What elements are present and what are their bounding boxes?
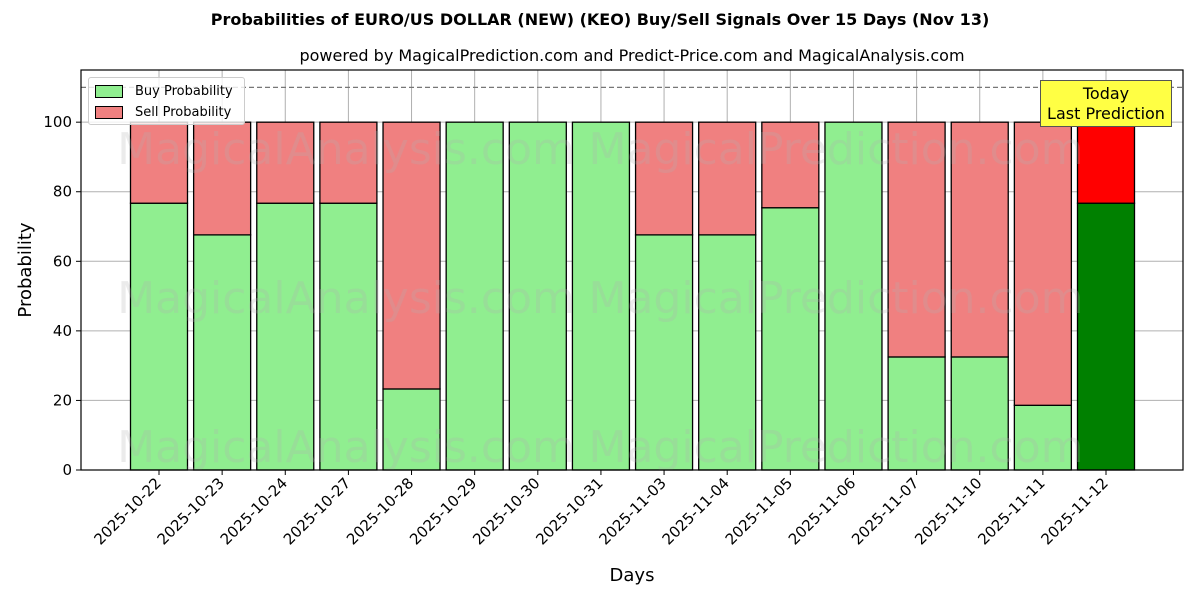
y-tick-label: 100 <box>43 113 72 131</box>
svg-text:MagicalAnalysis.com: MagicalAnalysis.com <box>117 273 575 324</box>
sell-bar <box>1076 121 1136 204</box>
buy-bar <box>571 121 631 471</box>
sell-bar <box>319 121 378 204</box>
y-tick-label: 60 <box>53 252 72 270</box>
bars <box>129 121 1136 471</box>
buy-bar <box>1076 202 1136 471</box>
today-annotation: Today Last Prediction <box>1040 80 1172 127</box>
y-tick-label: 20 <box>53 391 72 409</box>
sell-bar <box>698 121 757 236</box>
bar-group <box>129 121 189 471</box>
bar-group <box>887 121 946 471</box>
legend-item-buy: Buy Probability <box>95 82 233 100</box>
annotation-line-1: Today <box>1082 84 1130 103</box>
x-tick-label: 2025-11-12 <box>1037 474 1111 548</box>
x-tick-label: 2025-11-11 <box>974 474 1048 548</box>
x-tick-label: 2025-11-03 <box>596 474 670 548</box>
x-tick-label: 2025-11-06 <box>785 474 859 548</box>
x-tick-label: 2025-11-05 <box>722 474 796 548</box>
buy-swatch <box>95 84 123 98</box>
svg-text:MagicalPrediction.com: MagicalPrediction.com <box>589 124 1084 175</box>
chart-title: Probabilities of EURO/US DOLLAR (NEW) (K… <box>210 10 990 29</box>
annotation-line-2: Last Prediction <box>1047 104 1165 123</box>
bar-group <box>571 121 631 471</box>
buy-bar <box>634 234 694 471</box>
bar-group <box>634 121 694 471</box>
sell-bar <box>382 121 441 390</box>
x-tick-label: 2025-11-10 <box>911 474 985 548</box>
svg-text:MagicalPrediction.com: MagicalPrediction.com <box>589 422 1084 473</box>
bar-group <box>698 121 757 471</box>
sell-swatch <box>95 105 123 119</box>
buy-bar <box>129 202 189 471</box>
buy-bar <box>950 356 1009 471</box>
sell-bar <box>761 121 820 209</box>
legend-label-sell: Sell Probability <box>135 104 232 120</box>
x-tick-label: 2025-10-31 <box>532 474 606 548</box>
bar-group <box>1076 121 1136 471</box>
x-tick-label: 2025-10-22 <box>90 474 164 548</box>
buy-bar <box>698 234 757 471</box>
y-axis: 0 20 40 60 80 100 <box>43 113 81 479</box>
svg-text:MagicalAnalysis.com: MagicalAnalysis.com <box>117 422 575 473</box>
y-tick-label: 80 <box>53 183 72 201</box>
sell-bar <box>950 121 1009 358</box>
x-axis: 2025-10-222025-10-232025-10-242025-10-27… <box>90 470 1112 548</box>
sell-bar <box>1013 121 1073 406</box>
x-tick-label: 2025-10-28 <box>343 474 417 548</box>
chart-subtitle: powered by MagicalPrediction.com and Pre… <box>299 46 965 65</box>
x-tick-label: 2025-10-27 <box>280 474 354 548</box>
buy-bar <box>445 121 504 471</box>
x-tick-label: 2025-10-23 <box>154 474 228 548</box>
buy-bar <box>508 121 567 471</box>
x-tick-label: 2025-10-30 <box>469 474 543 548</box>
y-tick-label: 40 <box>53 322 72 340</box>
buy-bar <box>1013 404 1073 471</box>
x-tick-label: 2025-11-07 <box>848 474 922 548</box>
svg-text:MagicalAnalysis.com: MagicalAnalysis.com <box>117 124 575 175</box>
y-axis-label: Probability <box>15 222 36 317</box>
watermarks: MagicalAnalysis.com MagicalPrediction.com… <box>117 124 1083 473</box>
buy-bar <box>887 356 946 471</box>
legend: Buy Probability Sell Probability <box>88 77 245 125</box>
y-tick-label: 0 <box>62 461 72 479</box>
bar-group <box>445 121 504 471</box>
x-tick-label: 2025-10-24 <box>217 474 291 548</box>
x-tick-label: 2025-10-29 <box>406 474 480 548</box>
bar-group <box>508 121 567 471</box>
legend-item-sell: Sell Probability <box>95 103 231 121</box>
sell-bar <box>256 121 315 204</box>
x-axis-label: Days <box>610 565 655 586</box>
bar-group <box>382 121 441 471</box>
buy-bar <box>319 202 378 471</box>
x-tick-label: 2025-11-04 <box>659 474 733 548</box>
sell-bar <box>192 121 252 236</box>
bar-group <box>319 121 378 471</box>
sell-bar <box>634 121 694 236</box>
bar-group <box>1013 121 1073 471</box>
plot-frame <box>80 69 1184 471</box>
sell-bar <box>887 121 946 358</box>
bar-group <box>192 121 252 471</box>
svg-text:MagicalPrediction.com: MagicalPrediction.com <box>589 273 1084 324</box>
legend-label-buy: Buy Probability <box>135 83 233 99</box>
bar-group <box>950 121 1009 471</box>
